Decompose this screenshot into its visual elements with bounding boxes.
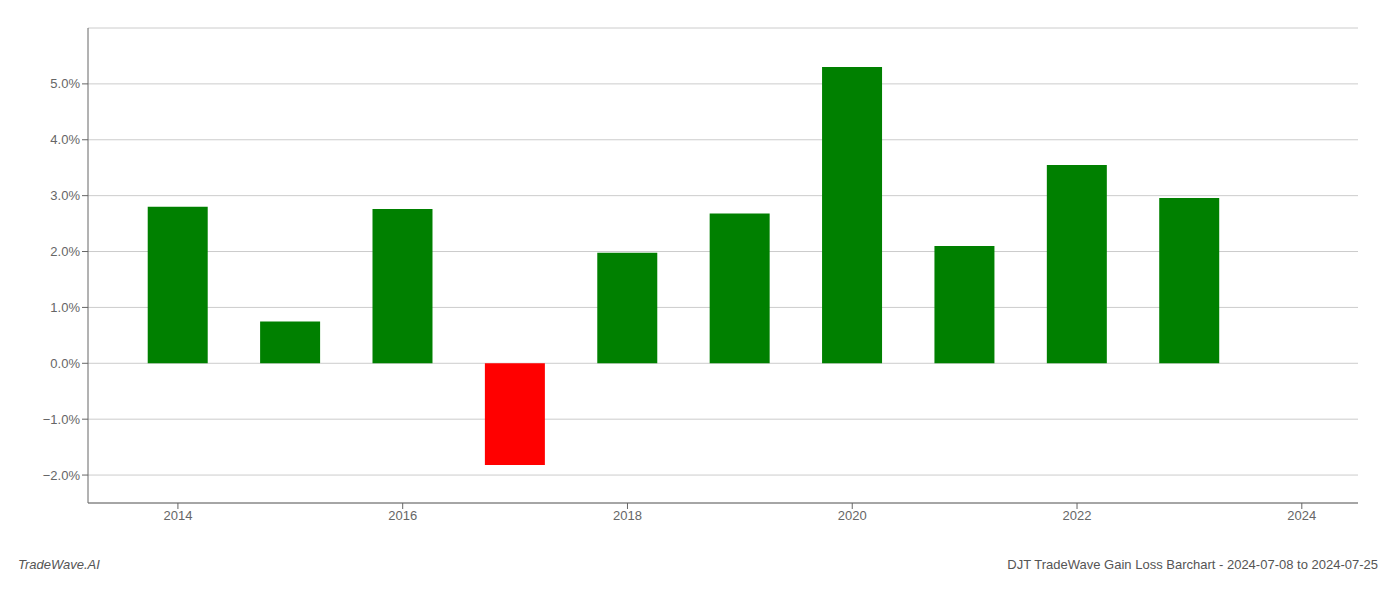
svg-text:−2.0%: −2.0% xyxy=(43,468,81,483)
svg-text:−1.0%: −1.0% xyxy=(43,412,81,427)
svg-text:2014: 2014 xyxy=(163,508,192,523)
svg-text:2016: 2016 xyxy=(388,508,417,523)
svg-text:2018: 2018 xyxy=(613,508,642,523)
svg-text:2022: 2022 xyxy=(1063,508,1092,523)
svg-text:1.0%: 1.0% xyxy=(50,300,80,315)
svg-text:2020: 2020 xyxy=(838,508,867,523)
svg-text:2.0%: 2.0% xyxy=(50,244,80,259)
html-text:TradeWave.AI: TradeWave.AI xyxy=(18,557,100,572)
svg-text:3.0%: 3.0% xyxy=(50,188,80,203)
svg-text:0.0%: 0.0% xyxy=(50,356,80,371)
html-text:DJT TradeWave Gain Loss Barcha: DJT TradeWave Gain Loss Barchart - 2024-… xyxy=(1007,557,1378,572)
svg-text:5.0%: 5.0% xyxy=(50,76,80,91)
svg-text:2024: 2024 xyxy=(1287,508,1316,523)
svg-text:4.0%: 4.0% xyxy=(50,132,80,147)
